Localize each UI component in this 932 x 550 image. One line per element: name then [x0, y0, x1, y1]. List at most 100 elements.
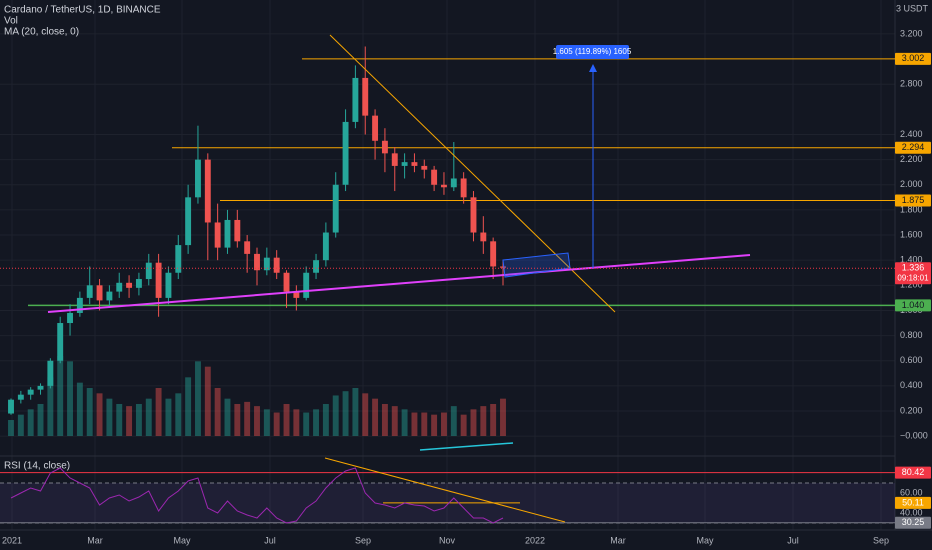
level-label-bg	[895, 141, 931, 154]
volume-bar	[421, 412, 428, 436]
last-price-label: 1.336	[902, 263, 925, 273]
candle-body	[106, 291, 113, 301]
candle-body	[126, 282, 133, 288]
volume-bar	[273, 412, 280, 436]
x-tick-label: 2022	[525, 535, 545, 545]
candle-body	[234, 219, 241, 242]
volume-bar	[224, 398, 231, 436]
arrow-head	[589, 64, 597, 72]
volume-bar	[263, 409, 270, 436]
level-label: 3.002	[902, 53, 925, 63]
candle-body	[195, 159, 201, 198]
candle-body	[214, 222, 221, 248]
rsi-line	[10, 467, 504, 524]
candle-body	[313, 260, 319, 273]
support-line	[47, 254, 751, 313]
rsi-level-bg	[895, 466, 931, 479]
x-tick-label: Sep	[873, 535, 889, 545]
volume-bar	[165, 398, 172, 436]
candle-body	[37, 385, 44, 390]
candle-body	[244, 241, 251, 254]
candle-body	[8, 399, 14, 414]
candle-body	[293, 291, 300, 298]
candle-body	[332, 184, 339, 233]
candle-body	[480, 232, 487, 242]
candle-body	[67, 312, 73, 324]
y-tick-label: 0.200	[900, 405, 923, 415]
candle-body	[135, 279, 142, 288]
x-tick-label: Jul	[264, 535, 276, 545]
candle-body	[470, 197, 477, 233]
volume-bar	[313, 409, 319, 436]
rsi-level-label: 50.11	[902, 497, 924, 507]
volume-bar	[401, 409, 408, 436]
level-label: 2.294	[902, 142, 925, 152]
volume-bar	[480, 406, 487, 436]
candle-body	[391, 153, 398, 166]
volume-bar	[342, 391, 349, 436]
candle-body	[441, 184, 447, 188]
x-tick-label: Nov	[439, 535, 456, 545]
candle-body	[76, 297, 83, 313]
volume-bar	[460, 414, 467, 436]
candle-body	[500, 266, 506, 268]
level-label: 1.875	[902, 195, 925, 205]
candle-body	[175, 245, 182, 273]
candle-body	[145, 262, 152, 280]
level-label-bg	[895, 194, 931, 207]
volume-bar	[283, 404, 290, 436]
x-tick-label: Sep	[355, 535, 371, 545]
volume-bar	[145, 398, 152, 436]
y-tick-label: 0.400	[900, 380, 923, 390]
y-tick-label: 2.400	[900, 129, 923, 139]
volume-bar	[204, 366, 211, 436]
x-tick-label: 2021	[2, 535, 22, 545]
volume-bar	[381, 404, 388, 436]
volume-bar	[17, 414, 24, 436]
rsi-level-bg	[895, 516, 931, 529]
trend-line	[329, 34, 616, 313]
volume-bar	[155, 388, 162, 436]
rsi-tick-label: 40.00	[900, 507, 923, 517]
volume-bar	[293, 409, 300, 436]
y-tick-label: 1.800	[900, 204, 923, 214]
y-tick-label: 3.200	[900, 28, 923, 38]
candle-body	[185, 197, 192, 246]
candle-body	[165, 272, 172, 298]
candle-body	[352, 77, 359, 122]
volume-bar	[175, 393, 182, 436]
candle-body	[17, 394, 24, 400]
candle-body	[47, 360, 54, 386]
x-tick-label: May	[696, 535, 714, 545]
candle-body	[490, 241, 497, 267]
ma-title: MA (20, close, 0)	[4, 27, 79, 38]
volume-bar	[431, 414, 438, 436]
rsi-tick-label: 60.00	[900, 487, 923, 497]
volume-bar	[96, 393, 103, 436]
y-tick-label: 2.000	[900, 179, 923, 189]
volume-bar	[195, 361, 201, 436]
volume-bar	[76, 382, 83, 436]
candle-body	[155, 262, 162, 298]
candle-body	[411, 162, 418, 166]
candle-body	[27, 389, 34, 395]
x-tick-label: May	[173, 535, 191, 545]
candle-body	[204, 159, 211, 223]
volume-bar	[303, 412, 310, 436]
symbol-title: Cardano / TetherUS, 1D, BINANCE	[4, 5, 161, 16]
volume-bar	[332, 395, 339, 436]
level-label-bg	[895, 299, 931, 312]
volume-bar	[450, 406, 457, 436]
volume-bar	[372, 398, 379, 436]
volume-bar	[116, 404, 123, 436]
measure-label: 1.605 (119.89%) 1605	[553, 47, 632, 56]
y-tick-label: 2.200	[900, 154, 923, 164]
candle-body	[263, 257, 270, 271]
level-label-bg	[895, 52, 931, 65]
candle-body	[86, 285, 93, 298]
candle-body	[224, 219, 231, 248]
volume-bar	[362, 393, 369, 436]
volume-bar	[490, 404, 497, 436]
candle-body	[362, 77, 369, 116]
